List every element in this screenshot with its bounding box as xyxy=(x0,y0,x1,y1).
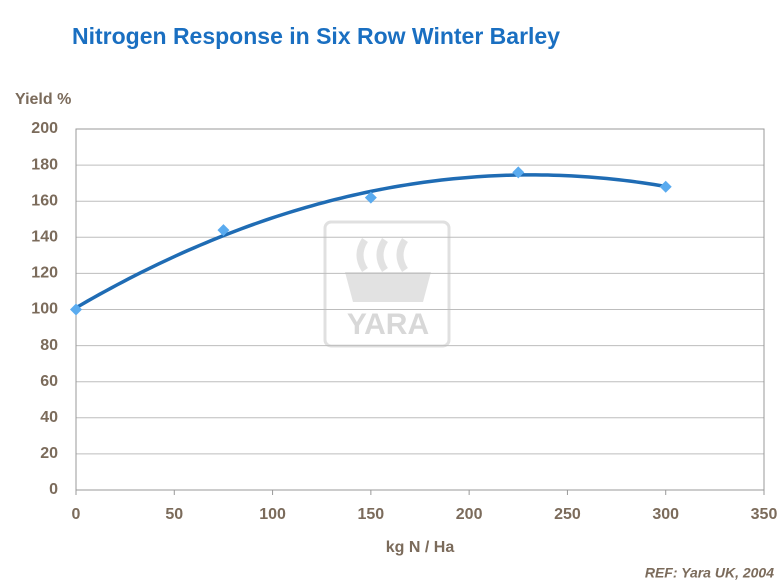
data-point xyxy=(217,224,230,237)
data-point xyxy=(659,180,672,193)
x-tick-label: 250 xyxy=(554,506,581,523)
y-tick-label: 40 xyxy=(40,409,58,426)
y-tick-label: 120 xyxy=(31,265,58,282)
watermark: YARA xyxy=(347,308,429,341)
chart-title: Nitrogen Response in Six Row Winter Barl… xyxy=(72,23,560,49)
x-tick-label: 350 xyxy=(751,506,778,523)
y-tick-label: 60 xyxy=(40,373,58,390)
x-tick-label: 0 xyxy=(72,506,81,523)
data-point xyxy=(70,303,82,316)
data-point xyxy=(512,166,525,179)
x-tick-label: 200 xyxy=(456,506,483,523)
y-tick-label: 200 xyxy=(31,120,58,137)
trendline xyxy=(75,173,667,310)
y-tick-label: 140 xyxy=(31,229,58,246)
y-tick-label: 160 xyxy=(31,192,58,209)
x-tick-label: 100 xyxy=(259,506,286,523)
x-tick-label: 50 xyxy=(165,506,183,523)
source: REF: Yara UK, 2004 xyxy=(645,565,774,581)
x-tick-label: 300 xyxy=(652,506,679,523)
data-point xyxy=(364,191,377,204)
y-axis-label: Yield % xyxy=(15,91,71,108)
y-tick-label: 180 xyxy=(31,156,58,173)
y-tick-label: 100 xyxy=(31,301,58,318)
x-axis-label: kg N / Ha xyxy=(386,539,455,556)
x-tick-label: 150 xyxy=(358,506,385,523)
y-tick-label: 80 xyxy=(40,337,58,354)
y-tick-label: 0 xyxy=(49,481,58,498)
y-tick-label: 20 xyxy=(40,445,58,462)
